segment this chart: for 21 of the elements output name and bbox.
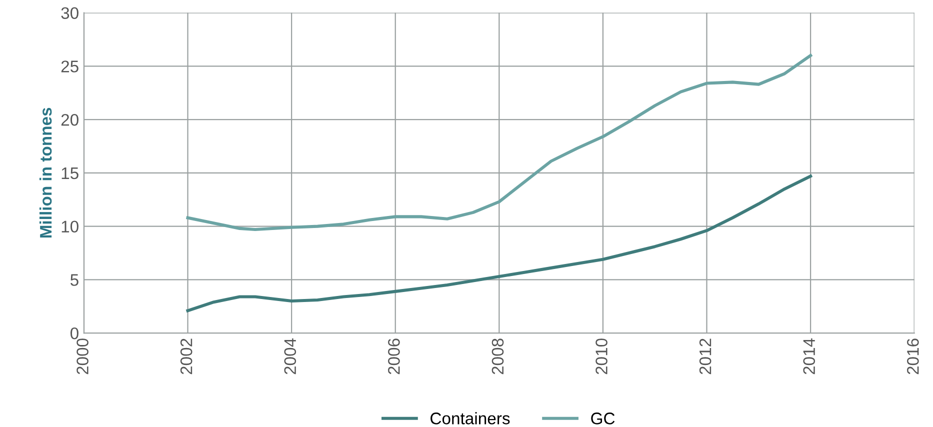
legend-label: GC	[591, 412, 615, 424]
x-tick-label: 2000	[76, 338, 88, 374]
legend-label: Containers	[430, 412, 510, 424]
y-tick-label: 10	[62, 220, 78, 233]
x-tick-label: 2012	[699, 338, 712, 374]
y-tick-label: 25	[61, 60, 78, 72]
x-tick-label: 2002	[180, 338, 192, 374]
y-tick-label: 20	[61, 114, 78, 126]
y-tick-label: 0	[70, 327, 78, 340]
x-tick-label: 2016	[907, 338, 919, 374]
x-tick-label: 2006	[388, 338, 400, 374]
x-tick-label: 2014	[803, 338, 816, 374]
x-tick-label: 2004	[284, 338, 296, 374]
y-tick-label: 5	[70, 274, 78, 286]
y-axis-title: Million in tonnes	[39, 108, 52, 238]
line-series	[186, 54, 812, 232]
x-tick-label: 2008	[492, 338, 504, 374]
x-tick-label: 2010	[596, 338, 608, 374]
y-tick-label: 30	[61, 7, 78, 20]
line-series	[186, 174, 812, 312]
y-tick-label: 15	[62, 168, 78, 180]
